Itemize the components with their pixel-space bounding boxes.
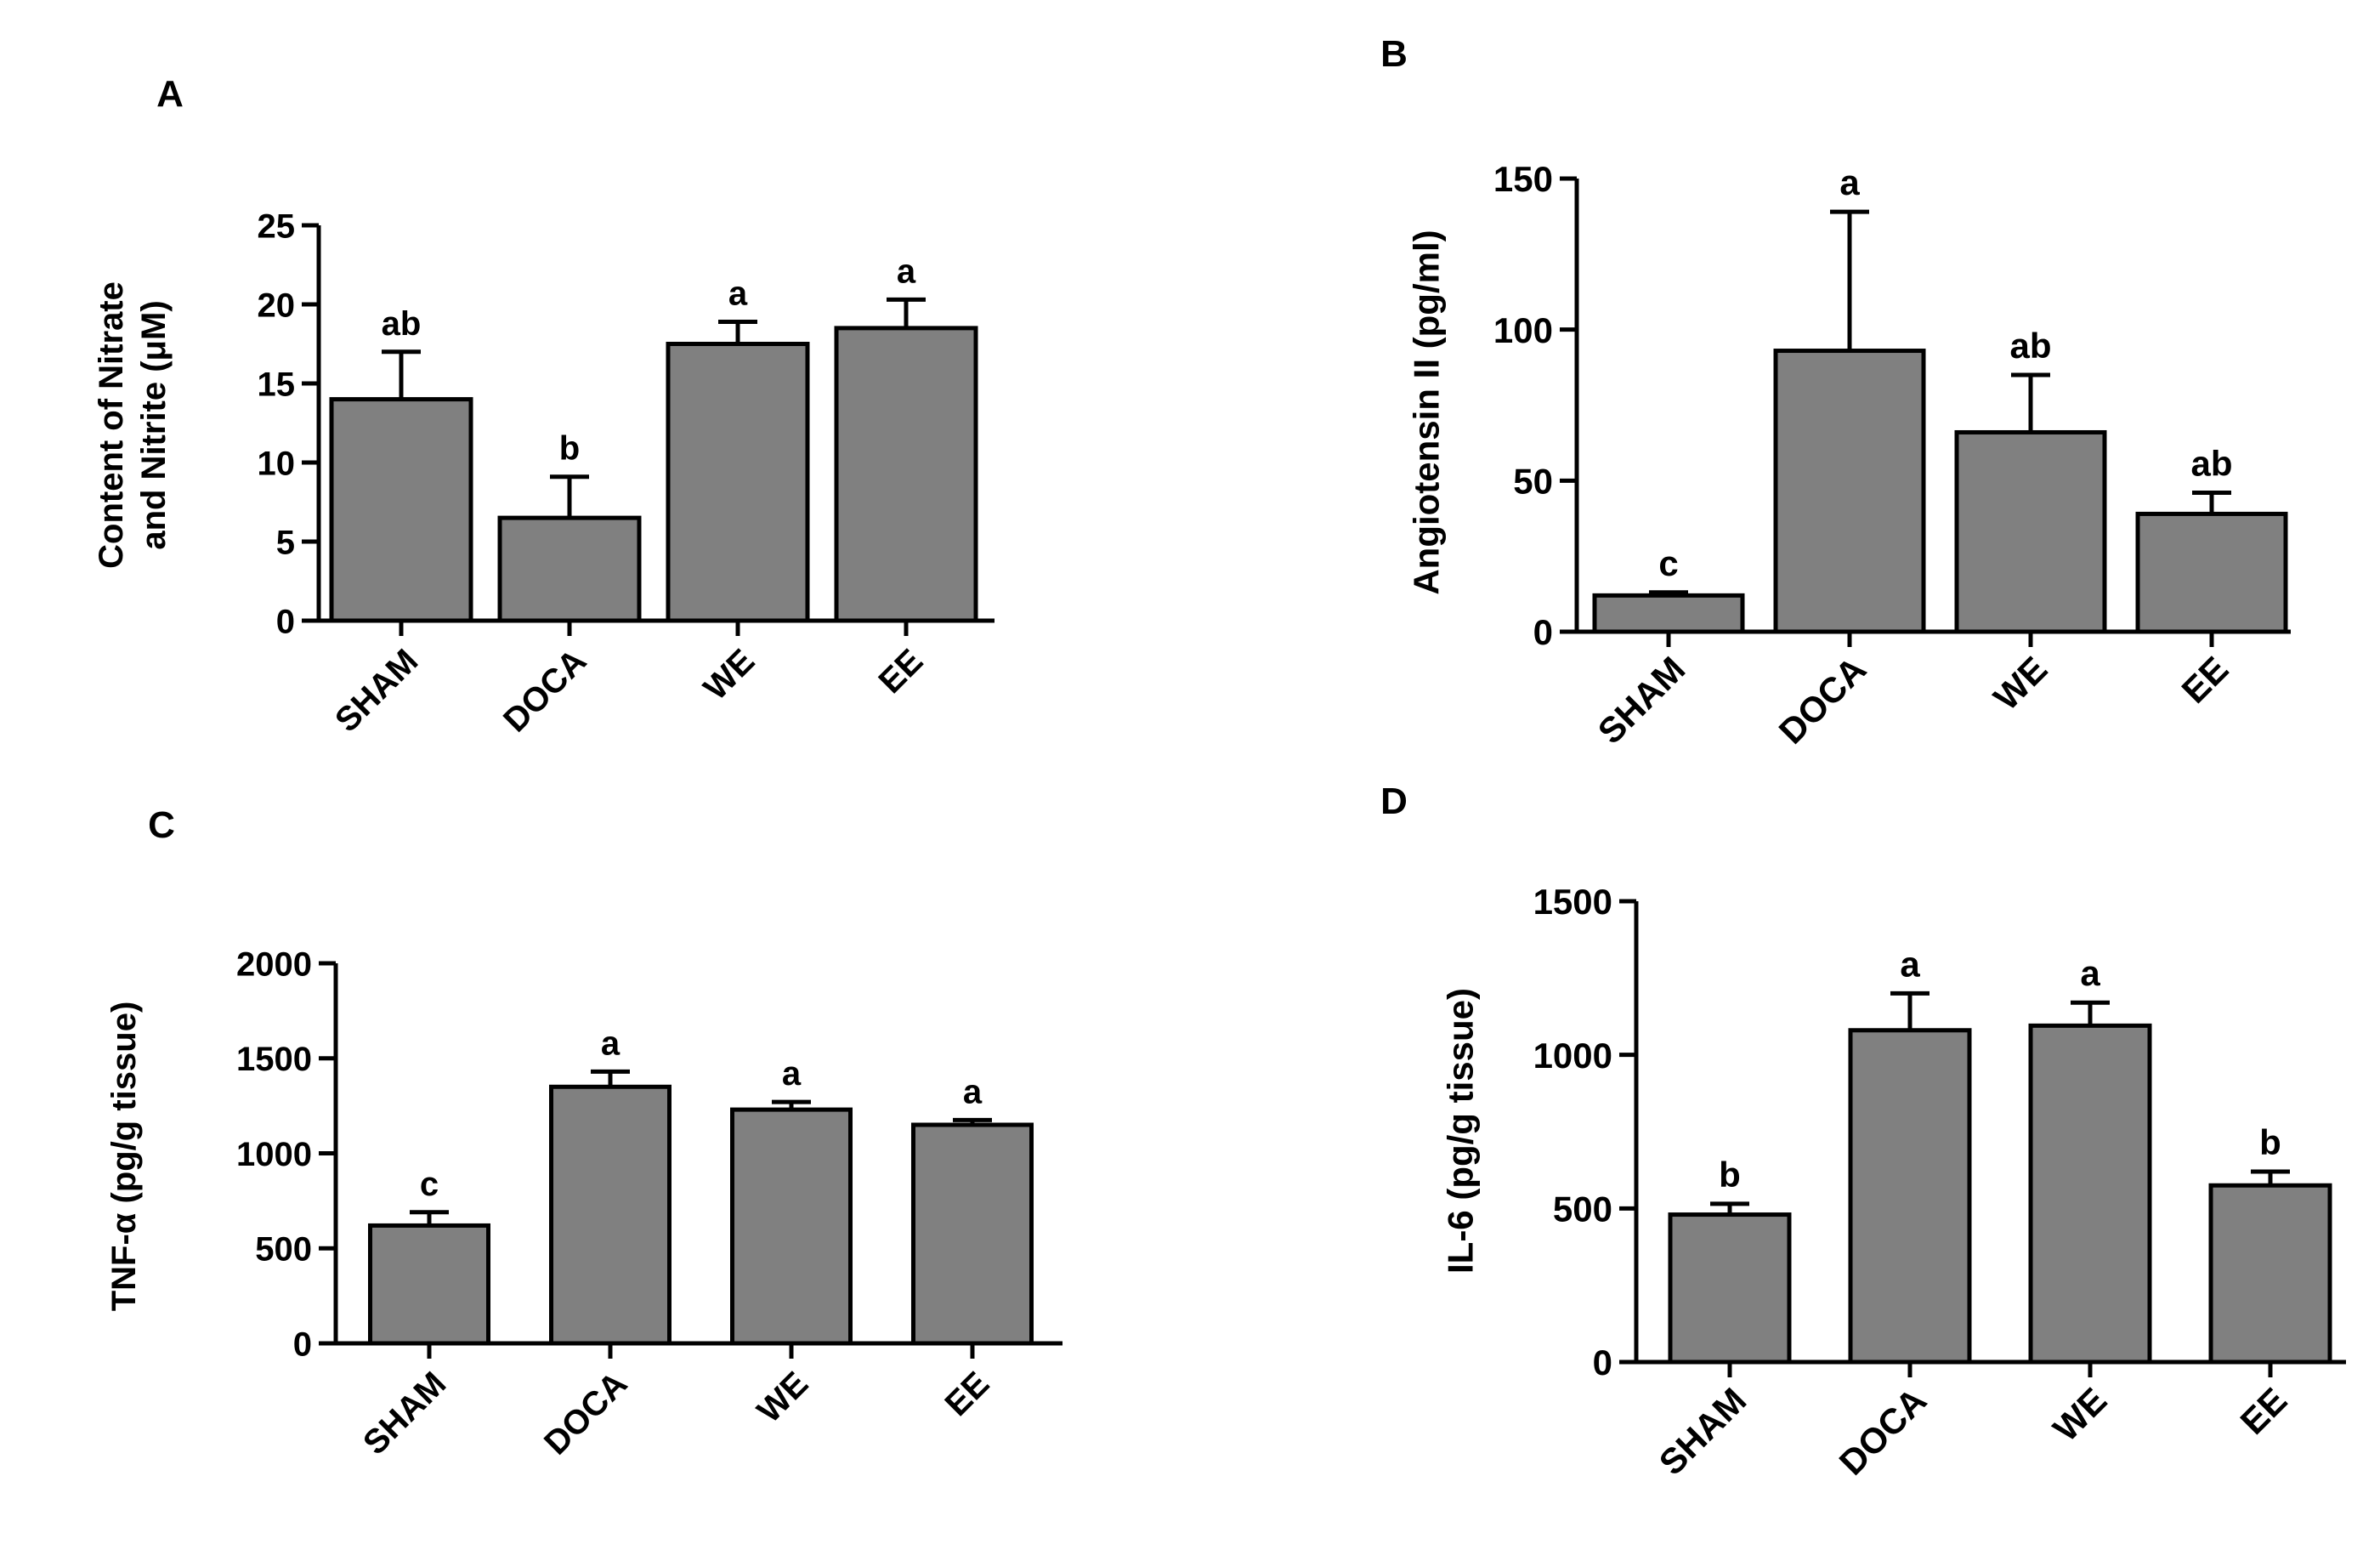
category-label: DOCA (496, 642, 593, 739)
y-tick-label: 10 (258, 445, 296, 482)
y-axis-title: Content of Nitrate (93, 281, 130, 569)
bar-sham (329, 397, 473, 623)
bar-ee (834, 326, 978, 623)
y-tick-label: 1500 (236, 1041, 312, 1078)
bar-we (666, 342, 810, 623)
y-tick-label: 0 (1533, 612, 1553, 652)
category-label: WE (697, 642, 762, 707)
category-label: WE (1986, 649, 2054, 718)
category-label: SHAM (356, 1365, 453, 1462)
category-label: SHAM (1590, 649, 1693, 752)
y-tick-label: 5 (276, 524, 295, 561)
significance-letter: a (963, 1073, 983, 1110)
y-axis-title: IL-6 (pg/g tissue) (1441, 988, 1481, 1274)
category-label: DOCA (1832, 1380, 1935, 1483)
y-tick-label: 2000 (236, 945, 312, 983)
significance-letter: c (1658, 543, 1678, 583)
category-label: SHAM (328, 642, 425, 739)
y-axis-title: TNF-α (pg/g tissue) (105, 1002, 143, 1312)
category-label: WE (751, 1365, 816, 1430)
significance-letter: a (782, 1055, 802, 1093)
panel-d: D 0 500 1000 1500 IL-6 (pg/g tissue) b SHAM a DOC… (1380, 780, 2346, 1483)
y-tick-label: 15 (258, 366, 296, 403)
significance-letter: a (601, 1025, 620, 1062)
bar-doca (1848, 1028, 1972, 1365)
significance-letter: b (559, 430, 580, 468)
y-tick-label: 500 (255, 1231, 312, 1269)
y-tick-label: 500 (1553, 1189, 1612, 1229)
y-tick-label: 0 (1593, 1342, 1612, 1382)
panel-a: A 0 5 10 15 20 25 Content of Nitrate and Nitrite… (93, 73, 994, 740)
significance-letter: a (2080, 953, 2100, 993)
category-label: DOCA (1771, 649, 1874, 752)
category-label: EE (2174, 649, 2236, 711)
bar-doca (1773, 349, 1926, 634)
y-tick-label: 25 (258, 207, 296, 245)
significance-letter: a (1839, 162, 1860, 202)
bar-we (1954, 429, 2107, 634)
panel-label: A (156, 73, 184, 115)
y-tick-label: 100 (1493, 310, 1553, 350)
y-tick-label: 150 (1493, 159, 1553, 199)
y-tick-label: 1500 (1533, 882, 1612, 922)
significance-letter: c (420, 1166, 439, 1203)
y-tick-label: 50 (1513, 461, 1553, 501)
bar-doca (497, 515, 642, 623)
panel-label: B (1380, 33, 1408, 75)
bar-we (730, 1107, 853, 1346)
significance-letter: a (1900, 944, 1920, 984)
significance-letter: a (728, 275, 748, 312)
significance-letter: b (2259, 1122, 2281, 1162)
category-label: EE (938, 1365, 997, 1423)
significance-letter: b (1719, 1155, 1741, 1195)
significance-letter: ab (2009, 326, 2051, 366)
y-axis-title: Angiotensin II (pg/ml) (1407, 230, 1447, 594)
y-tick-label: 0 (276, 603, 295, 640)
panel-label: C (148, 804, 175, 846)
bar-doca (549, 1084, 672, 1346)
category-label: WE (2045, 1380, 2114, 1449)
y-tick-label: 1000 (1533, 1036, 1612, 1076)
significance-letter: a (897, 253, 916, 290)
bar-ee (911, 1122, 1034, 1346)
y-tick-label: 20 (258, 287, 296, 324)
category-label: DOCA (537, 1365, 634, 1462)
panel-label: D (1380, 780, 1408, 822)
bar-we (2028, 1023, 2152, 1365)
bar-ee (2208, 1183, 2332, 1365)
y-axis-title: and Nitrite (μM) (135, 300, 173, 549)
bar-sham (1592, 593, 1745, 634)
bar-sham (1668, 1212, 1792, 1365)
y-tick-label: 0 (293, 1325, 312, 1363)
bar-ee (2135, 511, 2288, 634)
category-label: SHAM (1652, 1380, 1754, 1483)
panel-c: C 0 500 1000 1500 2000 TNF-α (pg/g tissue) c SHA… (105, 804, 1062, 1462)
bar-sham (368, 1223, 490, 1346)
y-tick-label: 1000 (236, 1136, 312, 1173)
category-label: EE (2233, 1380, 2295, 1442)
significance-letter: ab (2190, 444, 2232, 484)
panel-b: B 0 50 100 150 Angiotensin II (pg/ml) c SHAM a DO… (1380, 33, 2291, 752)
significance-letter: ab (382, 305, 422, 343)
category-label: EE (872, 642, 931, 701)
